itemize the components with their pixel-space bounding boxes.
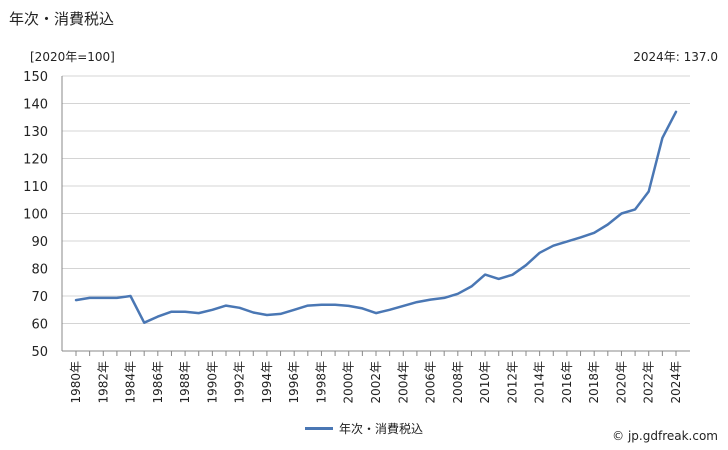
x-tick-label: 1996年 — [287, 361, 301, 404]
chart-title: 年次・消費税込 — [9, 10, 115, 28]
x-tick-label: 1984年 — [124, 361, 138, 404]
legend: 年次・消費税込 — [0, 420, 728, 437]
x-tick-label: 1998年 — [314, 361, 328, 404]
legend-swatch — [304, 427, 333, 430]
legend-label: 年次・消費税込 — [338, 422, 423, 436]
x-tick-label: 2002年 — [369, 361, 383, 404]
x-tick-label: 1980年 — [69, 361, 83, 404]
x-tick-label: 1994年 — [260, 361, 274, 404]
x-tick-label: 2018年 — [587, 361, 601, 404]
y-axis-unit-label: [2020年=100] — [30, 50, 115, 64]
x-tick-label: 2000年 — [342, 361, 356, 404]
x-tick-label: 2012年 — [505, 361, 519, 404]
y-tick-label: 120 — [23, 153, 48, 168]
x-tick-label: 2010年 — [478, 361, 492, 404]
x-tick-label: 2014年 — [533, 361, 547, 404]
series-line — [74, 110, 678, 324]
source-credit: © jp.gdfreak.com — [612, 429, 718, 443]
x-tick-label: 2022年 — [642, 361, 656, 404]
series-lines — [74, 110, 678, 324]
gridlines — [62, 75, 690, 352]
x-tick-label: 2016年 — [560, 361, 574, 404]
axes — [61, 76, 690, 356]
y-tick-labels: 50 60 70 80 90 100 110 120 130 140 150 — [23, 70, 48, 360]
y-tick-label: 70 — [31, 290, 48, 305]
x-tick-label: 2008年 — [451, 361, 465, 404]
x-tick-label: 2004年 — [396, 361, 410, 404]
x-tick-label: 2006年 — [424, 361, 438, 404]
y-tick-label: 90 — [31, 235, 48, 250]
x-tick-label: 1988年 — [178, 361, 192, 404]
y-tick-label: 130 — [23, 125, 48, 140]
y-tick-label: 100 — [23, 208, 48, 223]
y-tick-label: 150 — [23, 70, 48, 85]
y-tick-label: 80 — [31, 263, 48, 278]
x-tick-label: 2024年 — [669, 361, 683, 404]
x-tick-labels: 1980年 1982年 1984年 1986年 1988年 1990年 1992年 1994年… — [69, 361, 683, 404]
y-tick-label: 60 — [31, 318, 48, 333]
x-tick-label: 1992年 — [233, 361, 247, 404]
y-tick-label: 110 — [23, 180, 48, 195]
x-tick-label: 1986年 — [151, 361, 165, 404]
y-tick-label: 50 — [31, 345, 48, 360]
y-tick-label: 140 — [23, 98, 48, 113]
latest-value-label: 2024年: 137.0 — [633, 50, 718, 64]
x-tick-label: 2020年 — [614, 361, 628, 404]
x-tick-label: 1982年 — [96, 361, 110, 404]
x-tick-label: 1990年 — [205, 361, 219, 404]
